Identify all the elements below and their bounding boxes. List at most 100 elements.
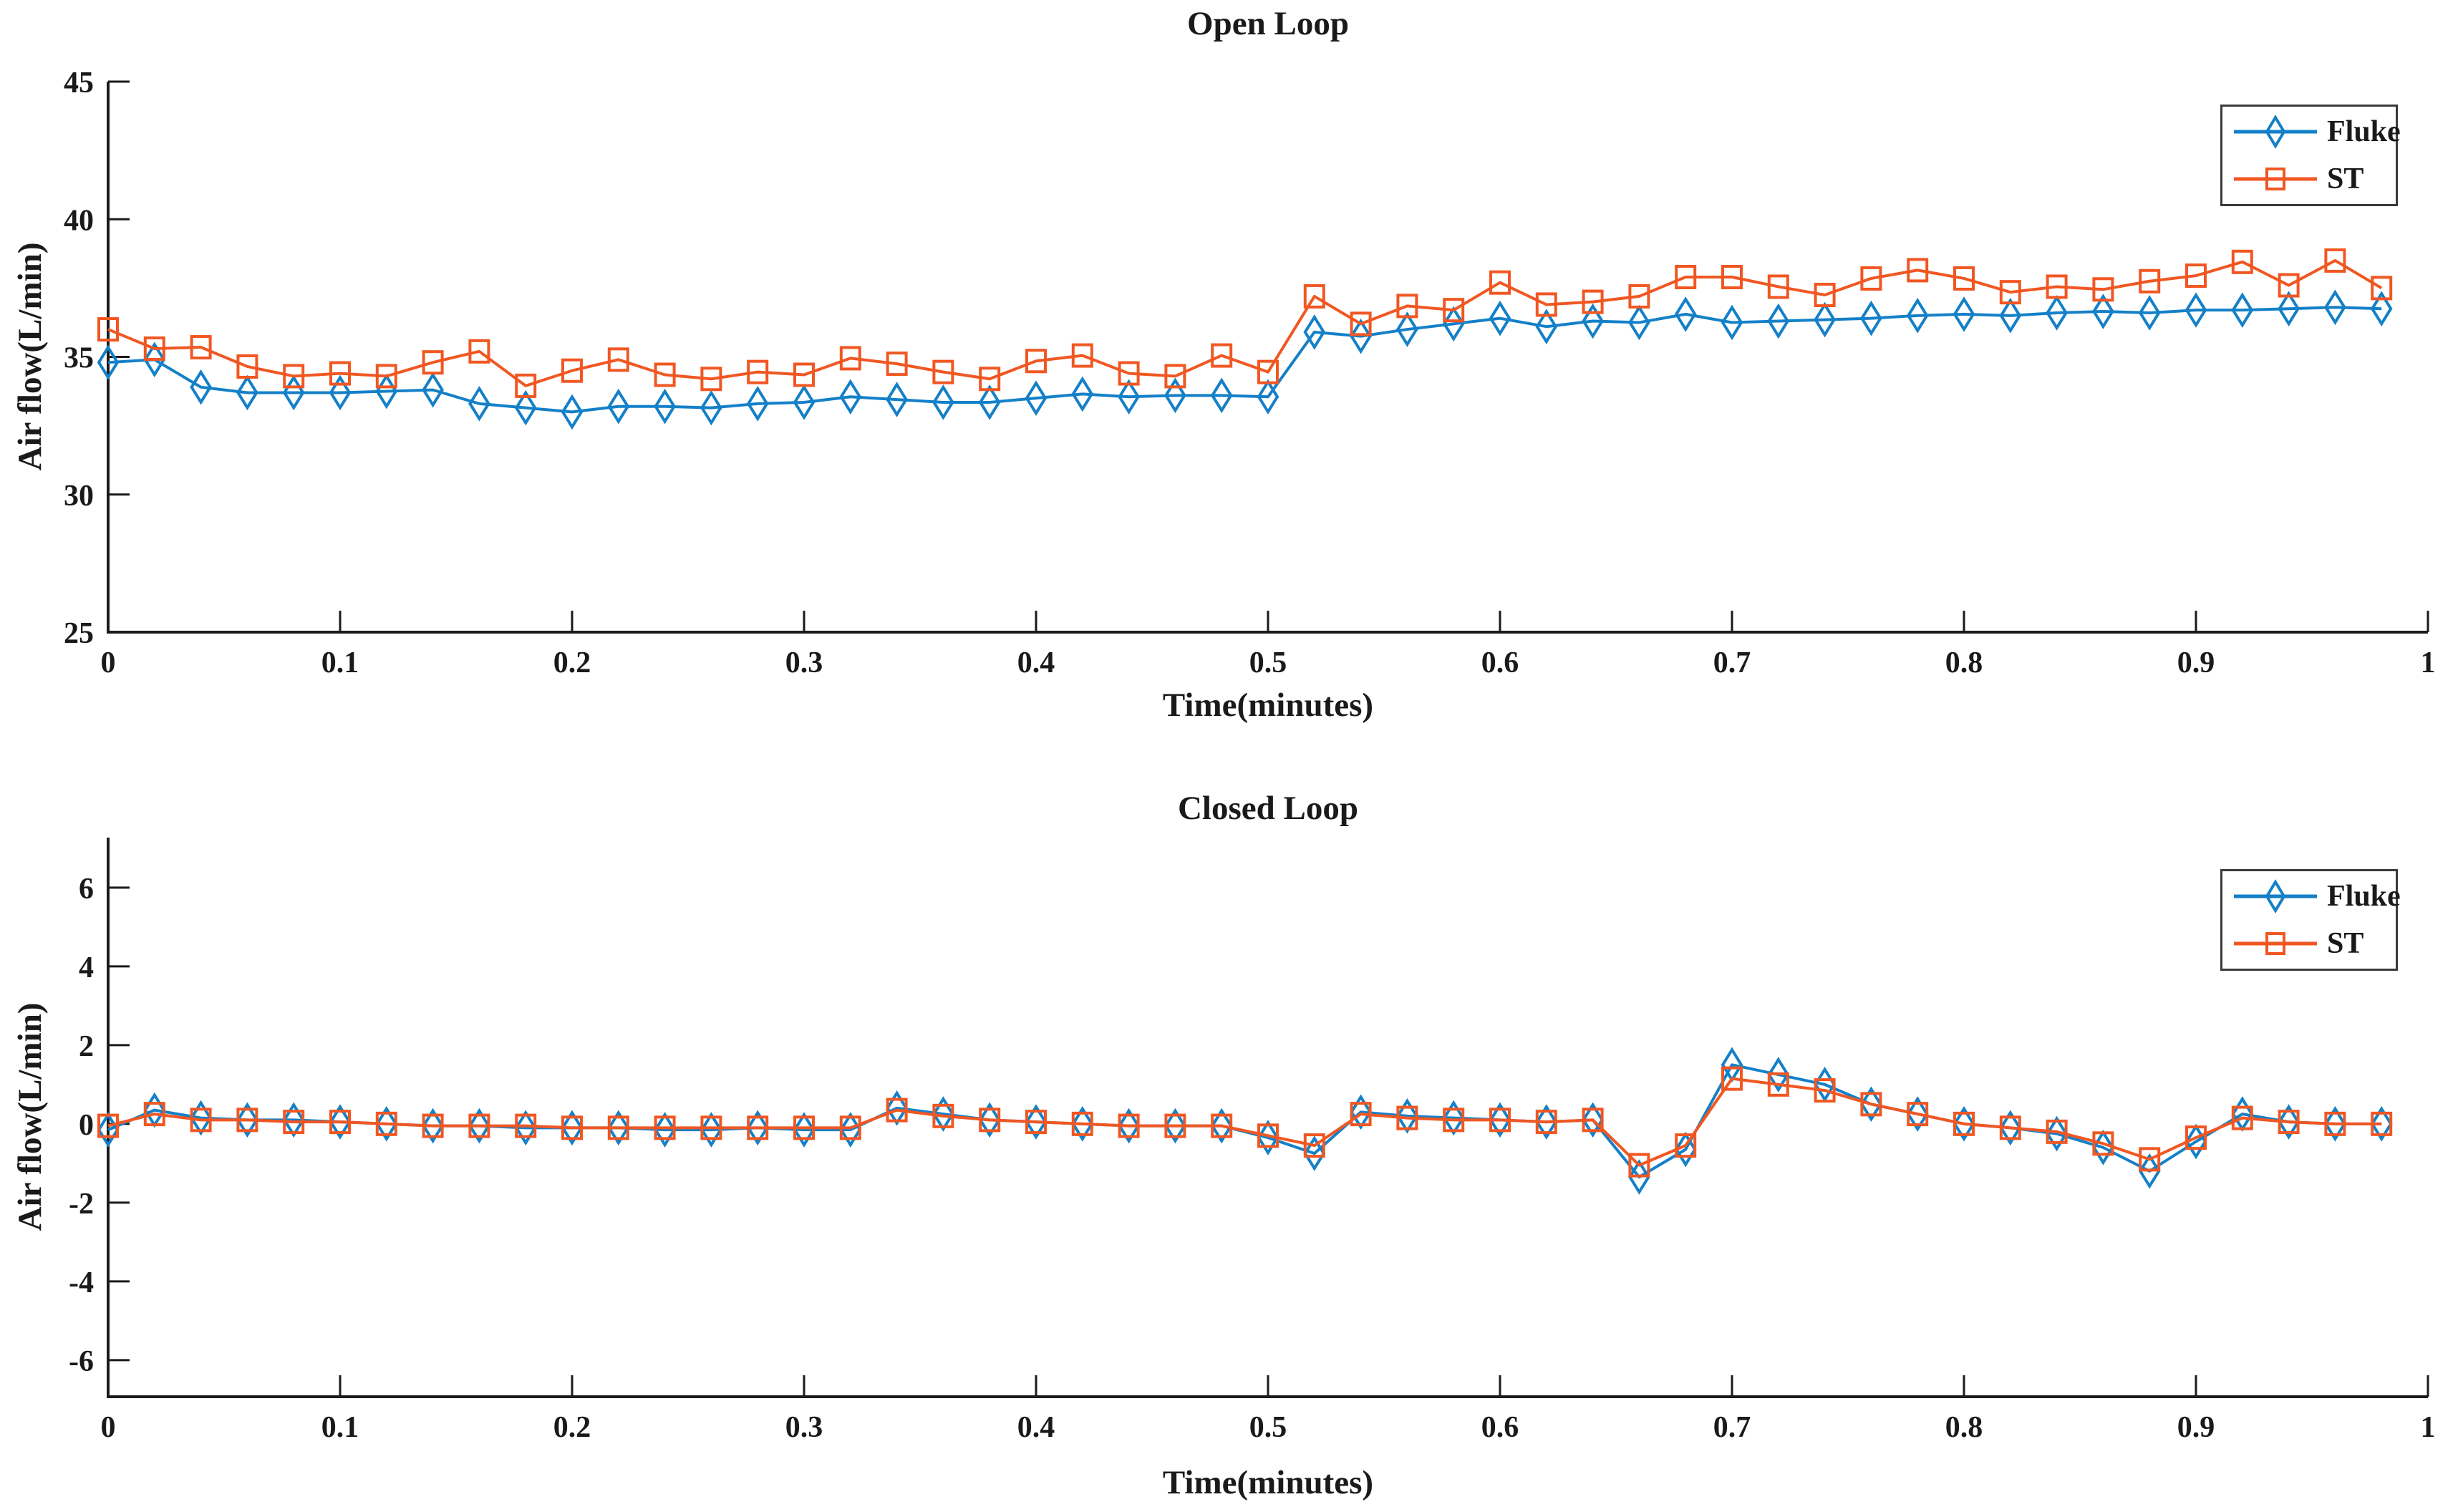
square-marker (2185, 1125, 2207, 1150)
square-marker (1489, 1108, 1511, 1133)
diamond-marker (1767, 303, 1790, 339)
diamond-marker (932, 384, 954, 420)
fluke-series-0 (97, 289, 2393, 430)
diamond-marker (1628, 1159, 1650, 1195)
diamond-marker (1257, 379, 1279, 415)
diamond-marker (1628, 304, 1650, 341)
square-marker (1025, 1110, 1047, 1135)
square-marker (700, 367, 722, 392)
diamond-marker (375, 1106, 398, 1142)
x-tick-label: 0.9 (2177, 1411, 2215, 1444)
square-marker (422, 350, 444, 375)
diamond-marker (1071, 376, 1094, 412)
square-marker (2371, 1111, 2393, 1136)
diamond-marker (1906, 1096, 1929, 1132)
diamond-marker (1860, 1086, 1882, 1123)
diamond-marker (1025, 1104, 1048, 1140)
diamond-marker (2265, 879, 2286, 914)
diamond-marker (1721, 304, 1743, 341)
diamond-marker (2185, 1123, 2207, 1160)
square-marker (97, 317, 119, 342)
diamond-marker (607, 1110, 630, 1146)
diamond-marker (2231, 292, 2254, 328)
square-marker (143, 1102, 165, 1127)
diamond-marker (1164, 377, 1186, 414)
x-tick-label: 0 (101, 646, 116, 679)
diamond-marker (932, 1096, 954, 1132)
x-tick-label: 0.7 (1713, 646, 1751, 679)
square-marker (1628, 284, 1650, 309)
x-tick-label: 0.5 (1249, 646, 1287, 679)
fluke-legend-label: Fluke (2327, 115, 2401, 149)
diamond-marker (654, 388, 676, 425)
square-marker (979, 1108, 1001, 1133)
square-marker (932, 359, 954, 384)
square-marker (839, 1115, 861, 1140)
legend-row-st: ST (2232, 158, 2396, 200)
x-tick-label: 0.3 (785, 646, 823, 679)
square-marker (2231, 249, 2253, 274)
x-tick-label: 0.8 (1945, 646, 1983, 679)
square-marker (1535, 1110, 1557, 1135)
square-marker (793, 362, 815, 387)
square-marker (515, 373, 537, 398)
diamond-marker (1906, 298, 1929, 334)
y-tick-label: 0 (79, 1109, 94, 1142)
diamond-marker (2278, 291, 2300, 327)
square-marker (561, 358, 583, 383)
square-marker (375, 1111, 397, 1136)
square-marker (283, 364, 305, 389)
x-tick-label: 0.9 (2177, 646, 2215, 679)
y-tick-label: 40 (64, 204, 94, 237)
x-tick-label: 0.1 (321, 646, 359, 679)
diamond-marker (236, 374, 258, 411)
y-tick-label: 35 (64, 342, 94, 375)
square-marker (1257, 1123, 1279, 1148)
square-marker (1860, 266, 1882, 291)
diamond-marker (1674, 1131, 1697, 1168)
square-marker (2324, 1111, 2346, 1136)
diamond-marker (1210, 377, 1233, 414)
y-tick-label: 4 (79, 951, 94, 984)
square-marker (1396, 294, 1418, 319)
square-marker (1907, 1102, 1929, 1127)
square-marker (1489, 270, 1511, 295)
square-marker (468, 339, 490, 364)
square-marker (1257, 359, 1279, 384)
diamond-marker (1999, 298, 2022, 334)
closed-loop-x-axis-label: Time(minutes) (1162, 1464, 1374, 1501)
diamond-marker (978, 1102, 1001, 1138)
fluke-line-marker-icon (2234, 879, 2317, 914)
x-tick-label: 0.4 (1017, 646, 1055, 679)
x-tick-label: 0.6 (1481, 1411, 1519, 1444)
diamond-marker (1582, 1102, 1604, 1138)
diamond-marker (1396, 1098, 1418, 1134)
diamond-marker (514, 1110, 537, 1146)
diamond-marker (2265, 115, 2286, 150)
x-tick-label: 0.5 (1249, 1411, 1287, 1444)
diamond-marker (2092, 294, 2114, 329)
y-tick-label: -6 (69, 1345, 94, 1378)
square-marker (1303, 1133, 1325, 1158)
square-marker (2185, 263, 2207, 289)
x-tick-label: 0.7 (1713, 1411, 1751, 1444)
diamond-marker (839, 379, 862, 415)
open-loop-title: Open Loop (1187, 5, 1349, 42)
x-tick-label: 0.1 (321, 1411, 359, 1444)
st-series-0 (97, 248, 2393, 398)
square-marker (236, 1108, 258, 1133)
x-tick-label: 0.2 (553, 1411, 591, 1444)
diamond-marker (746, 1110, 769, 1146)
square-marker (747, 359, 769, 384)
diamond-marker (561, 394, 584, 430)
legend-row-fluke: Fluke (2232, 875, 2401, 918)
square-marker (2139, 1147, 2161, 1172)
square-marker (1814, 282, 1836, 307)
square-marker (1767, 1072, 1789, 1097)
diamond-marker (1210, 1108, 1233, 1144)
diamond-marker (746, 386, 769, 422)
square-marker (468, 1113, 490, 1138)
diamond-marker (1303, 314, 1326, 350)
square-marker (2324, 248, 2346, 273)
